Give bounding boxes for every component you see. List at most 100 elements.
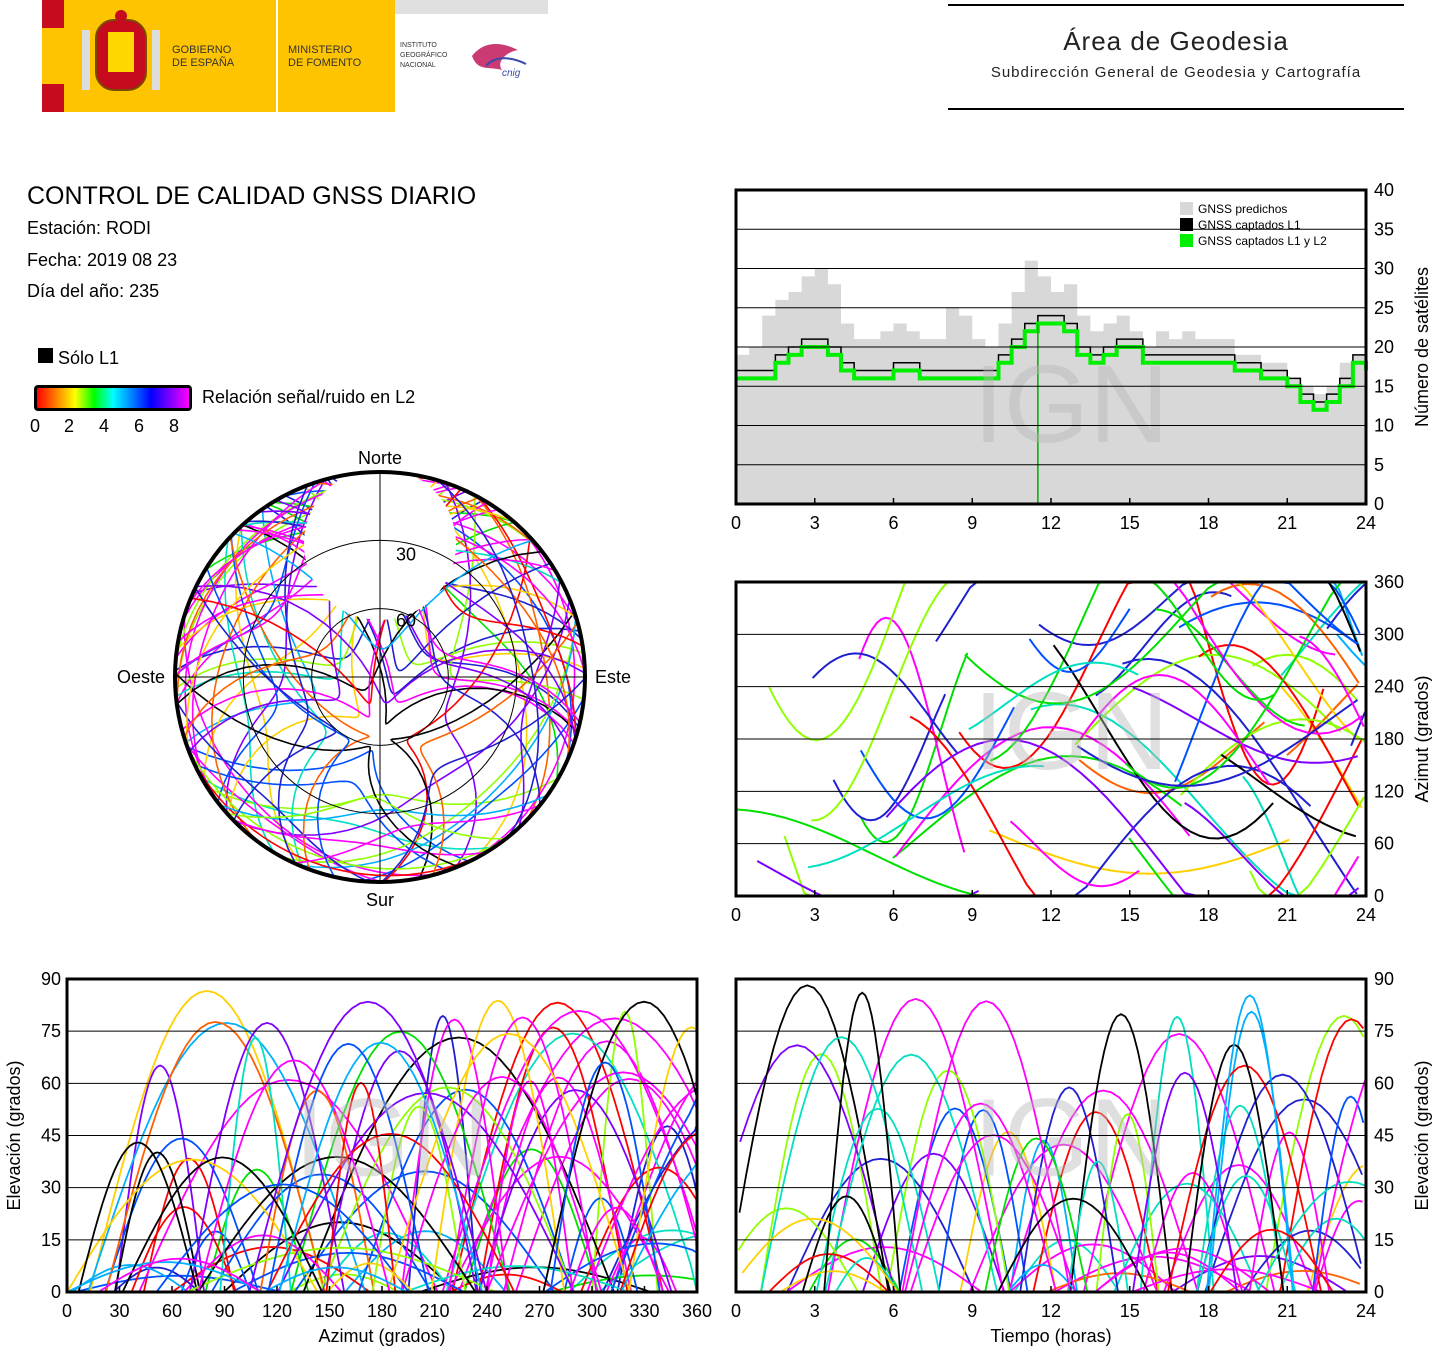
satellite-track bbox=[1313, 1199, 1363, 1293]
satellite-track bbox=[1009, 820, 1140, 888]
y-tick-label: 10 bbox=[1374, 416, 1394, 436]
x-tick-label: 150 bbox=[314, 1301, 344, 1321]
legend-label: GNSS captados L1 y L2 bbox=[1198, 234, 1327, 248]
satellite-track bbox=[298, 616, 577, 869]
y-tick-label: 45 bbox=[41, 1126, 61, 1146]
satellite-track bbox=[121, 1156, 323, 1293]
satellite-track bbox=[266, 1132, 516, 1293]
y-tick-label: 60 bbox=[1374, 1073, 1394, 1093]
ministry-line1: MINISTERIO bbox=[288, 44, 353, 56]
satellite-track bbox=[1242, 1229, 1362, 1293]
y-tick-label: 40 bbox=[1374, 180, 1394, 200]
satellite-track bbox=[1209, 1228, 1334, 1293]
x-tick-label: 21 bbox=[1277, 1301, 1297, 1321]
x-tick-label: 9 bbox=[967, 513, 977, 533]
satellite-track bbox=[1163, 1164, 1315, 1293]
ign-logo-bar bbox=[395, 0, 548, 14]
satellite-track bbox=[180, 1230, 251, 1293]
satellite-track bbox=[1132, 686, 1359, 764]
x-tick-label: 120 bbox=[262, 1301, 292, 1321]
x-tick-label: 12 bbox=[1041, 1301, 1061, 1321]
x-tick-label: 240 bbox=[472, 1301, 502, 1321]
satellite-track bbox=[958, 581, 1136, 770]
satellite-track bbox=[1066, 1160, 1129, 1293]
satellite-track bbox=[191, 758, 487, 877]
satellite-track bbox=[187, 746, 470, 863]
y-axis-label: Número de satélites bbox=[1412, 267, 1432, 427]
south-label: Sur bbox=[366, 890, 394, 910]
x-tick-label: 3 bbox=[810, 1301, 820, 1321]
satellite-track bbox=[1113, 1182, 1261, 1293]
satellite-track bbox=[760, 1036, 924, 1293]
north-label: Norte bbox=[358, 448, 402, 468]
ign-line3: NACIONAL bbox=[400, 62, 436, 69]
satellite-track bbox=[1210, 582, 1360, 684]
satellite-track bbox=[267, 1042, 430, 1293]
x-axis-label: Tiempo (horas) bbox=[990, 1326, 1111, 1346]
x-tick-label: 60 bbox=[162, 1301, 182, 1321]
satellite-track bbox=[1122, 657, 1358, 895]
legend-swatch bbox=[1180, 218, 1193, 231]
satellite-track bbox=[155, 1183, 410, 1293]
y-tick-label: 45 bbox=[1374, 1126, 1394, 1146]
satellite-track bbox=[860, 652, 969, 844]
satellite-track bbox=[379, 471, 528, 861]
satellite-track bbox=[834, 1257, 899, 1293]
y-tick-label: 60 bbox=[41, 1073, 61, 1093]
watermark-text: IGN bbox=[973, 343, 1169, 466]
satellite-track bbox=[390, 611, 576, 879]
satellite-track bbox=[1030, 703, 1309, 897]
satellite-track bbox=[1009, 1139, 1078, 1293]
satellite-track bbox=[786, 1157, 975, 1293]
snr-tick: 0 bbox=[29, 416, 40, 436]
satellite-track bbox=[811, 652, 958, 754]
satellite-track bbox=[278, 1041, 483, 1293]
satellite-track bbox=[186, 1246, 496, 1293]
satellite-track bbox=[1094, 1251, 1241, 1293]
ministry-line2: DE FOMENTO bbox=[288, 57, 362, 69]
x-tick-label: 15 bbox=[1120, 1301, 1140, 1321]
satellite-track bbox=[1007, 1263, 1077, 1293]
satellite-track bbox=[326, 1262, 414, 1293]
satellite-track bbox=[248, 1000, 488, 1293]
x-tick-label: 12 bbox=[1041, 905, 1061, 925]
y-tick-label: 0 bbox=[1374, 494, 1384, 514]
satellite-track bbox=[430, 999, 566, 1293]
l1-only-swatch bbox=[38, 348, 53, 363]
satellite-track bbox=[1076, 699, 1359, 787]
satellite-track bbox=[1205, 994, 1294, 1293]
y-tick-label: 15 bbox=[41, 1230, 61, 1250]
y-tick-label: 35 bbox=[1374, 219, 1394, 239]
satellite-track bbox=[400, 1018, 509, 1293]
satellite-track bbox=[229, 537, 371, 870]
y-tick-label: 75 bbox=[41, 1021, 61, 1041]
y-axis-label: Elevación (grados) bbox=[1412, 1060, 1432, 1210]
satellite-track bbox=[361, 697, 585, 882]
spain-flag-logo bbox=[42, 0, 64, 112]
satellite-track bbox=[1311, 1095, 1365, 1293]
satellite-track bbox=[1188, 581, 1325, 786]
y-tick-label: 0 bbox=[51, 1282, 61, 1302]
west-label: Oeste bbox=[117, 667, 165, 687]
satellite-track bbox=[768, 1253, 890, 1293]
satellite-track bbox=[832, 693, 947, 822]
y-tick-label: 30 bbox=[41, 1178, 61, 1198]
ign-line2: GEOGRÁFICO bbox=[400, 52, 448, 59]
x-tick-label: 300 bbox=[577, 1301, 607, 1321]
satellite-track bbox=[904, 1102, 1057, 1293]
satellite-track bbox=[445, 1032, 698, 1293]
x-tick-label: 0 bbox=[731, 1301, 741, 1321]
satellite-track bbox=[801, 1195, 892, 1293]
satellite-track bbox=[1204, 1098, 1363, 1293]
satellite-track bbox=[807, 764, 1044, 869]
y-tick-label: 75 bbox=[1374, 1021, 1394, 1041]
satellite-track bbox=[968, 661, 1139, 731]
x-tick-label: 15 bbox=[1120, 513, 1140, 533]
government-logo: GOBIERNO DE ESPAÑA bbox=[64, 0, 276, 112]
y-axis-label: Azimut (grados) bbox=[1412, 675, 1432, 802]
y-tick-label: 25 bbox=[1374, 298, 1394, 318]
satellite-track bbox=[404, 1265, 629, 1293]
satellite-track bbox=[964, 581, 1220, 705]
sky-horizon bbox=[173, 470, 587, 884]
